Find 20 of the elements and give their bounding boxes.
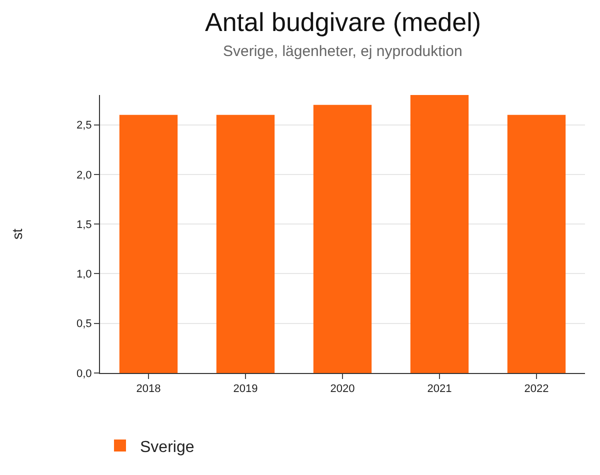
x-tick-label: 2018 (136, 383, 161, 396)
y-tick-label: 2,5 (76, 120, 92, 132)
bar (313, 104, 372, 373)
bar (216, 114, 275, 373)
chart-title: Antal budgivare (medel) (205, 7, 482, 37)
bar (119, 114, 178, 373)
bar (507, 114, 566, 373)
y-axis-title: st (9, 228, 26, 240)
x-tick-label: 2022 (524, 383, 549, 396)
y-tick-label: 2,0 (76, 169, 92, 182)
x-tick-label: 2019 (233, 383, 258, 396)
y-tick-label: 1,5 (76, 218, 92, 231)
legend-label: Sverige (140, 438, 194, 456)
x-tick-label: 2021 (427, 383, 452, 396)
chart-subtitle: Sverige, lägenheter, ej nyproduktion (223, 43, 462, 60)
x-tick-label: 2020 (330, 383, 355, 396)
y-tick-label: 0,0 (76, 368, 92, 380)
y-tick-label: 1,0 (76, 268, 92, 281)
y-tick-label: 0,5 (76, 318, 92, 330)
bar (410, 95, 469, 373)
